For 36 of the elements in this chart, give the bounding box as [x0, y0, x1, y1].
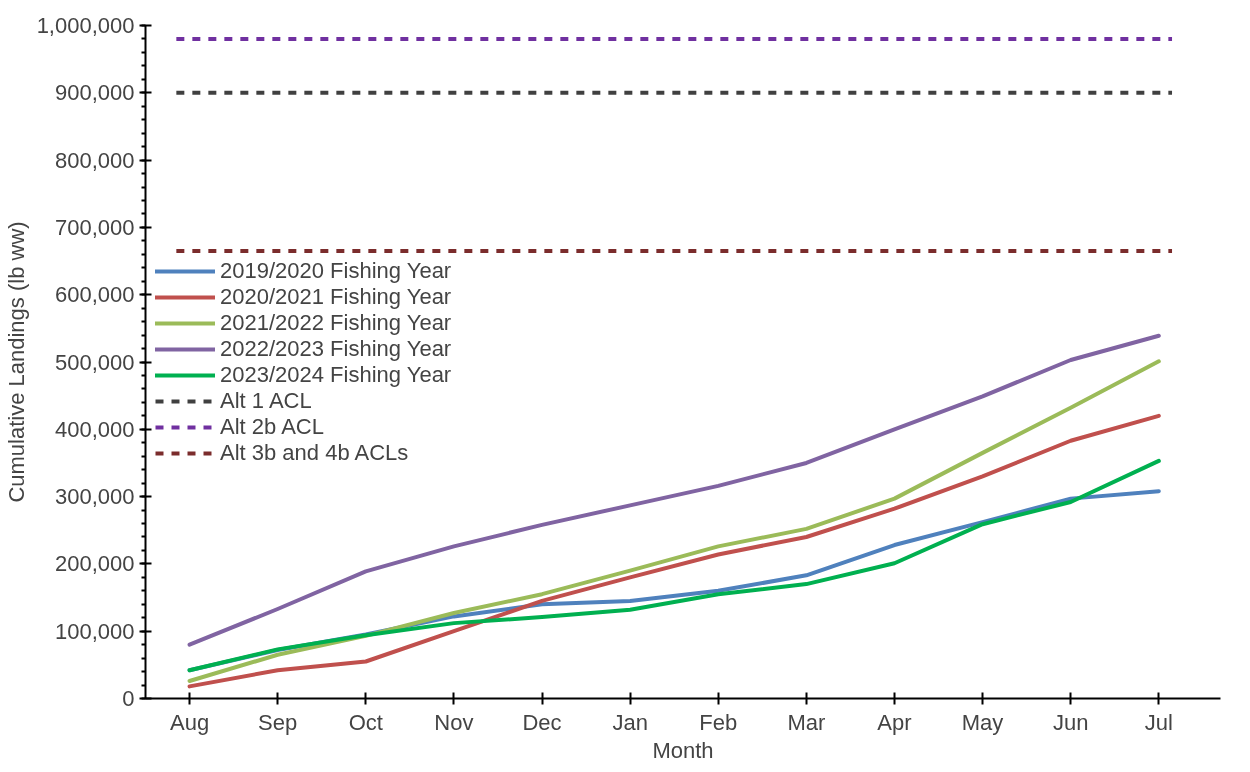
- y-tick-label: 0: [122, 686, 135, 711]
- y-tick-label: 900,000: [54, 80, 135, 106]
- x-tick-label: May: [961, 709, 1004, 735]
- y-axis-title: Cumulative Landings (lb ww): [3, 221, 29, 503]
- y-tick-label: 700,000: [54, 214, 135, 240]
- x-tick-label: Jan: [612, 709, 648, 735]
- x-axis-title: Month: [652, 737, 714, 763]
- x-tick-label: Dec: [522, 709, 562, 735]
- legend-label: Alt 1 ACL: [220, 387, 312, 414]
- legend-label: 2023/2024 Fishing Year: [220, 361, 452, 388]
- legend-label: 2020/2021 Fishing Year: [220, 283, 452, 310]
- y-tick-label: 600,000: [54, 282, 135, 308]
- y-tick-label: 200,000: [54, 551, 135, 577]
- legend-label: 2022/2023 Fishing Year: [220, 335, 452, 362]
- y-tick-label: 500,000: [54, 349, 135, 375]
- y-tick-label: 400,000: [54, 416, 135, 442]
- y-tick-label: 100,000: [54, 618, 135, 644]
- x-tick-label: Jul: [1144, 709, 1173, 735]
- legend-label: Alt 2b ACL: [220, 413, 324, 440]
- x-tick-label: Aug: [169, 709, 210, 735]
- x-tick-label: Sep: [258, 709, 298, 735]
- y-tick-label: 800,000: [54, 147, 135, 173]
- line-series: [187, 413, 1161, 689]
- x-tick-label: Mar: [787, 709, 826, 735]
- y-tick-label: 300,000: [54, 484, 135, 510]
- x-tick-label: Oct: [348, 709, 383, 735]
- x-tick-label: Feb: [699, 709, 738, 735]
- line-series: [187, 333, 1161, 647]
- x-tick-label: Jun: [1052, 709, 1089, 735]
- y-tick-label: 1,000,000: [36, 13, 135, 38]
- legend-label: Alt 3b and 4b ACLs: [220, 439, 409, 466]
- line-series: [187, 359, 1161, 683]
- x-tick-label: Nov: [434, 709, 474, 735]
- legend-label: 2019/2020 Fishing Year: [220, 257, 452, 284]
- legend-label: 2021/2022 Fishing Year: [220, 309, 452, 336]
- x-tick-label: Apr: [877, 709, 912, 735]
